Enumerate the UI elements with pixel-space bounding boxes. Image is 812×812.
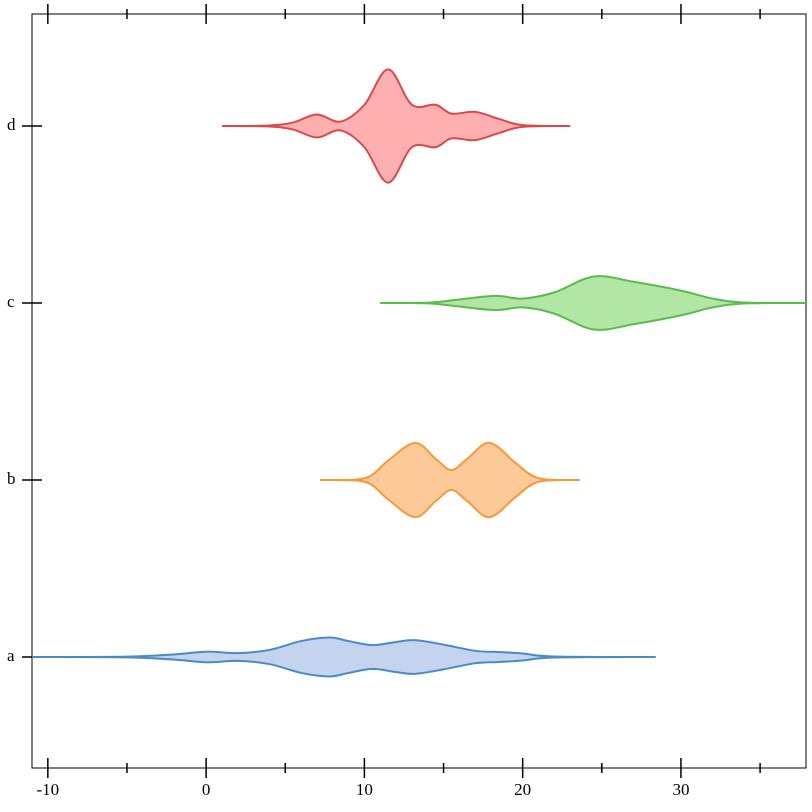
x-tick-label: 20: [514, 780, 531, 799]
violin-fill: [380, 276, 806, 330]
x-tick-label: 0: [202, 780, 211, 799]
violin-lower: [221, 125, 571, 184]
violin-lower: [31, 656, 656, 678]
x-tick-label: -10: [36, 780, 59, 799]
violin-lower: [320, 478, 580, 519]
violin-upper: [320, 441, 580, 482]
y-tick-label: b: [7, 469, 16, 488]
violin-lower: [380, 301, 807, 331]
x-tick-label: 30: [672, 780, 689, 799]
violin-upper: [221, 68, 571, 127]
violin-fill: [320, 442, 580, 518]
violin-upper: [31, 636, 656, 658]
violin-fill: [32, 637, 656, 677]
x-tick-label: 10: [356, 780, 373, 799]
plot-frame: [31, 13, 807, 769]
y-tick-label: a: [7, 646, 15, 665]
y-tick-label: d: [7, 115, 16, 134]
violin-fill: [221, 69, 571, 183]
violin-upper: [380, 275, 807, 305]
y-tick-label: c: [7, 292, 15, 311]
